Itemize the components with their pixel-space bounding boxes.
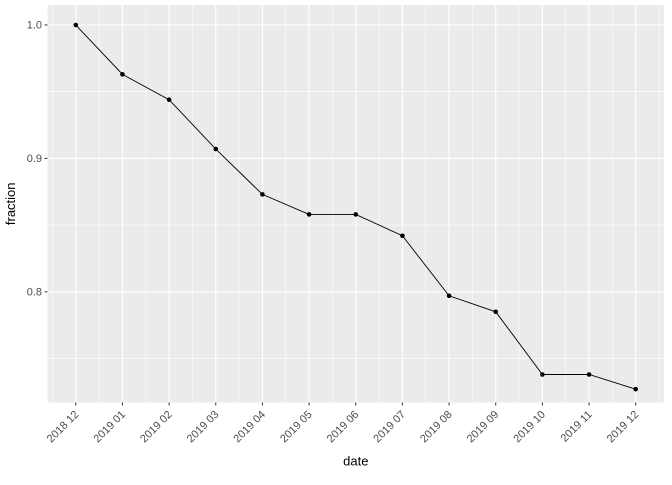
x-tick-label: 2019 02 bbox=[138, 409, 175, 446]
data-point bbox=[446, 293, 452, 299]
x-tick-label: 2019 07 bbox=[371, 409, 408, 446]
data-point bbox=[73, 22, 79, 28]
x-axis-title: date bbox=[343, 454, 368, 469]
x-tick-label: 2019 10 bbox=[511, 409, 548, 446]
x-tick-label: 2019 08 bbox=[418, 409, 455, 446]
chart-plot-area: 2018 12 2019 01 2019 02 2019 03 2019 04 2019 … bbox=[27, 5, 664, 445]
data-point bbox=[586, 372, 592, 377]
data-point bbox=[166, 97, 172, 103]
x-tick-label: 2018 12 bbox=[45, 409, 82, 446]
y-axis-title: fraction bbox=[3, 182, 18, 225]
data-point bbox=[400, 233, 405, 239]
data-point bbox=[213, 146, 219, 152]
x-tick-label: 2019 04 bbox=[231, 409, 268, 446]
data-point bbox=[540, 372, 545, 377]
x-tick-label: 2019 12 bbox=[605, 409, 642, 446]
data-point bbox=[353, 212, 359, 217]
x-tick-label: 2019 11 bbox=[559, 409, 595, 445]
x-tick-label: 2019 05 bbox=[278, 409, 315, 446]
data-point bbox=[633, 386, 638, 392]
x-tick-label: 2019 09 bbox=[465, 409, 502, 446]
data-point bbox=[493, 309, 499, 315]
y-tick-label: 0.9 bbox=[27, 153, 42, 165]
y-tick-label: 1.0 bbox=[27, 20, 42, 32]
data-point bbox=[260, 192, 265, 197]
x-tick-label: 2019 01 bbox=[91, 409, 128, 446]
y-tick-label: 0.8 bbox=[27, 286, 42, 298]
x-tick-label: 2019 06 bbox=[325, 409, 362, 446]
data-point bbox=[120, 72, 125, 77]
x-tick-label: 2019 03 bbox=[185, 409, 222, 446]
data-point bbox=[306, 212, 312, 217]
